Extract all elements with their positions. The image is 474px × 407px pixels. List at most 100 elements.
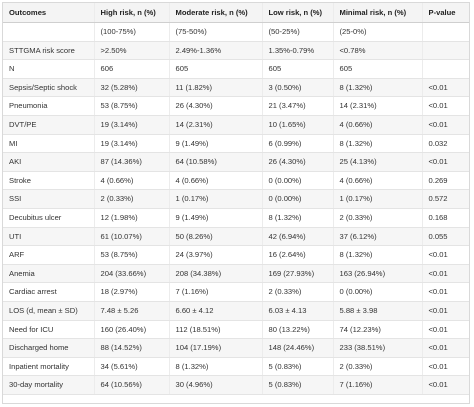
- cell-minimal-risk: 8 (1.32%): [333, 78, 423, 98]
- cell-moderate-risk: 208 (34.38%): [169, 264, 263, 284]
- cell-p-value: <0.01: [422, 357, 469, 377]
- table-row: MI 19 (3.14%) 9 (1.49%) 6 (0.99%) 8 (1.32%) 0…: [3, 134, 469, 154]
- cell-high-risk: 606: [94, 59, 170, 79]
- cell-outcome: UTI: [3, 227, 95, 247]
- column-header-high-risk: High risk, n (%): [94, 3, 170, 23]
- cell-minimal-risk: 163 (26.94%): [333, 264, 423, 284]
- cell-minimal-risk: 233 (38.51%): [333, 338, 423, 358]
- table-row: N 606 605 605 605: [3, 59, 469, 79]
- table-row: AKI 87 (14.36%) 64 (10.58%) 26 (4.30%) 25 (4…: [3, 152, 469, 172]
- cell-low-risk: 3 (0.50%): [262, 78, 334, 98]
- cell-minimal-risk: 0 (0.00%): [333, 282, 423, 302]
- column-header-outcomes: Outcomes: [3, 3, 95, 23]
- cell-low-risk: 6.03 ± 4.13: [262, 301, 334, 321]
- cell-minimal-risk: 4 (0.66%): [333, 115, 423, 135]
- cell-moderate-risk: 6.60 ± 4.12: [169, 301, 263, 321]
- cell-high-risk: 19 (3.14%): [94, 115, 170, 135]
- cell-moderate-risk: 4 (0.66%): [169, 171, 263, 191]
- table-row: (100-75%) (75-50%) (50-25%) (25-0%): [3, 22, 469, 42]
- cell-minimal-risk: 14 (2.31%): [333, 96, 423, 116]
- cell-high-risk: 12 (1.98%): [94, 208, 170, 228]
- cell-low-risk: 148 (24.46%): [262, 338, 334, 358]
- table-row: Stroke 4 (0.66%) 4 (0.66%) 0 (0.00%) 4 (0.66…: [3, 171, 469, 191]
- cell-high-risk: 61 (10.07%): [94, 227, 170, 247]
- table-row: ARF 53 (8.75%) 24 (3.97%) 16 (2.64%) 8 (1.32…: [3, 245, 469, 265]
- cell-low-risk: (50-25%): [262, 22, 334, 42]
- cell-high-risk: 34 (5.61%): [94, 357, 170, 377]
- cell-minimal-risk: 74 (12.23%): [333, 320, 423, 340]
- cell-p-value: <0.01: [422, 264, 469, 284]
- column-header-low-risk: Low risk, n (%): [262, 3, 334, 23]
- cell-outcome: DVT/PE: [3, 115, 95, 135]
- column-header-p-value: P-value: [422, 3, 469, 23]
- cell-outcome: AKI: [3, 152, 95, 172]
- cell-outcome: Cardiac arrest: [3, 282, 95, 302]
- cell-outcome: Pneumonia: [3, 96, 95, 116]
- cell-moderate-risk: 1 (0.17%): [169, 189, 263, 209]
- cell-low-risk: 16 (2.64%): [262, 245, 334, 265]
- cell-moderate-risk: 64 (10.58%): [169, 152, 263, 172]
- cell-moderate-risk: 9 (1.49%): [169, 134, 263, 154]
- cell-outcome: STTGMA risk score: [3, 41, 95, 61]
- cell-outcome: LOS (d, mean ± SD): [3, 301, 95, 321]
- cell-low-risk: 1.35%-0.79%: [262, 41, 334, 61]
- cell-minimal-risk: 25 (4.13%): [333, 152, 423, 172]
- table-row: Inpatient mortality 34 (5.61%) 8 (1.32%) 5 …: [3, 357, 469, 377]
- cell-outcome: Stroke: [3, 171, 95, 191]
- cell-high-risk: 32 (5.28%): [94, 78, 170, 98]
- cell-p-value: 0.055: [422, 227, 469, 247]
- cell-low-risk: 80 (13.22%): [262, 320, 334, 340]
- cell-minimal-risk: 2 (0.33%): [333, 357, 423, 377]
- cell-p-value: 0.269: [422, 171, 469, 191]
- cell-high-risk: 7.48 ± 5.26: [94, 301, 170, 321]
- cell-outcome: Anemia: [3, 264, 95, 284]
- cell-minimal-risk: 4 (0.66%): [333, 171, 423, 191]
- table-row: Pneumonia 53 (8.75%) 26 (4.30%) 21 (3.47%) 1…: [3, 96, 469, 116]
- table-row: Cardiac arrest 18 (2.97%) 7 (1.16%) 2 (0.33…: [3, 282, 469, 302]
- cell-low-risk: 5 (0.83%): [262, 375, 334, 395]
- cell-minimal-risk: <0.78%: [333, 41, 423, 61]
- table-row: LOS (d, mean ± SD) 7.48 ± 5.26 6.60 ± 4.12…: [3, 301, 469, 321]
- cell-moderate-risk: 50 (8.26%): [169, 227, 263, 247]
- cell-high-risk: 88 (14.52%): [94, 338, 170, 358]
- cell-high-risk: 2 (0.33%): [94, 189, 170, 209]
- cell-moderate-risk: 26 (4.30%): [169, 96, 263, 116]
- cell-outcome: N: [3, 59, 95, 79]
- cell-p-value: <0.01: [422, 96, 469, 116]
- cell-low-risk: 8 (1.32%): [262, 208, 334, 228]
- cell-p-value: <0.01: [422, 282, 469, 302]
- cell-p-value: <0.01: [422, 78, 469, 98]
- column-header-minimal-risk: Minimal risk, n (%): [333, 3, 423, 23]
- cell-outcome: Inpatient mortality: [3, 357, 95, 377]
- cell-low-risk: 0 (0.00%): [262, 189, 334, 209]
- cell-minimal-risk: (25-0%): [333, 22, 423, 42]
- cell-high-risk: >2.50%: [94, 41, 170, 61]
- cell-moderate-risk: 605: [169, 59, 263, 79]
- cell-p-value: [422, 41, 469, 61]
- table-row: Decubitus ulcer 12 (1.98%) 9 (1.49%) 8 (1.3…: [3, 208, 469, 228]
- table-row: STTGMA risk score >2.50% 2.49%-1.36% 1.35%-…: [3, 41, 469, 61]
- cell-low-risk: 0 (0.00%): [262, 171, 334, 191]
- cell-moderate-risk: 11 (1.82%): [169, 78, 263, 98]
- cell-outcome: 30-day mortality: [3, 375, 95, 395]
- cell-minimal-risk: 2 (0.33%): [333, 208, 423, 228]
- cell-low-risk: 6 (0.99%): [262, 134, 334, 154]
- table-frame: Outcomes High risk, n (%) Moderate risk,…: [2, 2, 470, 404]
- cell-p-value: [422, 22, 469, 42]
- cell-p-value: 0.168: [422, 208, 469, 228]
- table-row: Anemia 204 (33.66%) 208 (34.38%) 169 (27.93…: [3, 264, 469, 284]
- cell-high-risk: 204 (33.66%): [94, 264, 170, 284]
- outcomes-table: Outcomes High risk, n (%) Moderate risk,…: [3, 3, 469, 395]
- table-row: Need for ICU 160 (26.40%) 112 (18.51%) 80 (…: [3, 320, 469, 340]
- cell-p-value: <0.01: [422, 301, 469, 321]
- cell-moderate-risk: 24 (3.97%): [169, 245, 263, 265]
- table-body: (100-75%) (75-50%) (50-25%) (25-0%) STTGMA r…: [3, 22, 469, 395]
- header-row: Outcomes High risk, n (%) Moderate risk,…: [3, 3, 469, 23]
- cell-moderate-risk: 9 (1.49%): [169, 208, 263, 228]
- cell-minimal-risk: 8 (1.32%): [333, 134, 423, 154]
- column-header-moderate-risk: Moderate risk, n (%): [169, 3, 263, 23]
- cell-outcome: Need for ICU: [3, 320, 95, 340]
- cell-outcome: Discharged home: [3, 338, 95, 358]
- cell-low-risk: 26 (4.30%): [262, 152, 334, 172]
- cell-moderate-risk: 8 (1.32%): [169, 357, 263, 377]
